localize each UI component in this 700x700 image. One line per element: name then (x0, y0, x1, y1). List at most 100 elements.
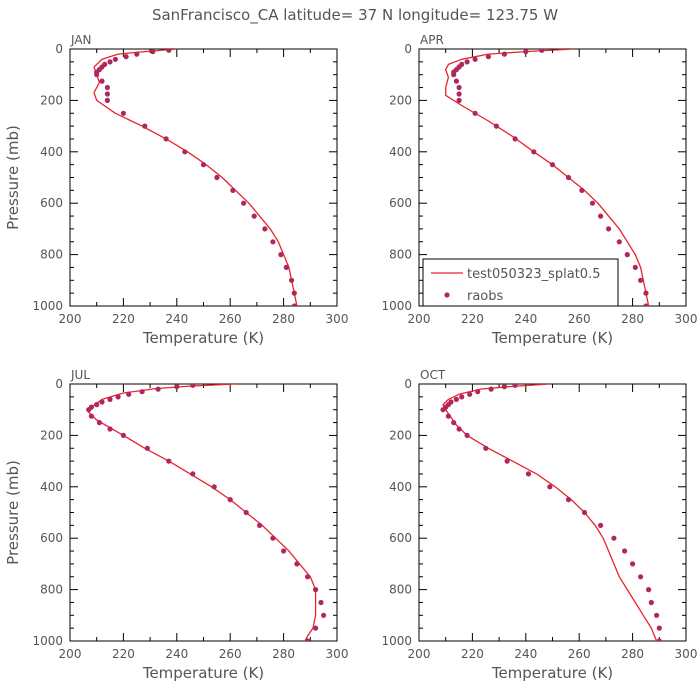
raobs-point (531, 149, 537, 155)
x-tick-label: 300 (326, 647, 349, 661)
raobs-point (456, 97, 462, 103)
raobs-point (656, 625, 662, 631)
y-tick-label: 1000 (32, 634, 63, 648)
raobs-point (501, 51, 507, 57)
legend-model-label: test050323_splat0.5 (467, 267, 600, 282)
raobs-point (646, 587, 652, 593)
x-tick-label: 300 (675, 312, 698, 326)
x-tick-label: 200 (408, 647, 431, 661)
raobs-point (190, 471, 196, 477)
raobs-point (606, 226, 612, 232)
x-tick-label: 300 (675, 647, 698, 661)
raobs-point (539, 49, 545, 53)
raobs-point (313, 625, 319, 631)
plot-frame (418, 383, 687, 642)
raobs-point (163, 136, 169, 142)
panel-label: APR (420, 33, 444, 47)
raobs-point (200, 162, 207, 168)
raobs-point (120, 110, 126, 116)
raobs-point (616, 239, 622, 245)
raobs-point (134, 51, 140, 57)
raobs-point (257, 522, 263, 529)
raobs-point (648, 599, 654, 606)
raobs-point (547, 484, 553, 490)
x-tick-label: 220 (112, 647, 135, 661)
raobs-point (512, 384, 518, 388)
model-line (93, 49, 298, 306)
legend-box (422, 258, 619, 307)
raobs-point (321, 612, 327, 618)
raobs-point (190, 384, 196, 388)
raobs-point (475, 389, 481, 395)
raobs-point (440, 407, 446, 413)
raobs-point (283, 264, 289, 270)
model-line (88, 384, 317, 641)
y-tick-label: 200 (389, 428, 412, 442)
raobs-point (305, 574, 311, 580)
raobs-point (94, 72, 100, 78)
raobs-point (291, 290, 297, 296)
y-tick-label: 0 (404, 42, 412, 56)
x-tick-label: 200 (408, 312, 431, 326)
raobs-point (451, 72, 457, 78)
x-axis-label: Temperature (K) (491, 664, 613, 682)
x-tick-label: 300 (326, 312, 349, 326)
raobs-point (638, 277, 644, 283)
raobs-point (622, 548, 628, 554)
raobs-point (581, 509, 588, 516)
raobs-point (86, 407, 92, 413)
raobs-point (211, 484, 217, 490)
raobs-point (99, 399, 105, 405)
raobs-point (523, 49, 529, 55)
raobs-point (230, 187, 236, 193)
x-axis-label: Temperature (K) (142, 664, 264, 682)
raobs-point (166, 458, 172, 464)
raobs-point (504, 458, 510, 464)
x-tick-label: 240 (514, 647, 537, 661)
raobs-point (278, 252, 284, 258)
raobs-point (313, 587, 319, 593)
raobs-point (166, 49, 172, 53)
raobs-point (104, 91, 110, 97)
raobs-point (123, 54, 129, 60)
raobs-point (493, 123, 499, 129)
raobs-point (107, 426, 113, 432)
x-tick-label: 260 (219, 312, 242, 326)
x-tick-label: 220 (461, 312, 484, 326)
raobs-point (638, 574, 644, 580)
raobs-point (270, 239, 276, 245)
plot-frame (69, 383, 338, 642)
raobs-point (142, 123, 148, 129)
panel-label: JUL (70, 368, 90, 382)
y-tick-label: 600 (389, 196, 412, 210)
x-tick-label: 260 (568, 312, 591, 326)
raobs-point (589, 200, 596, 206)
y-tick-label: 200 (389, 93, 412, 107)
raobs-point (472, 110, 478, 116)
raobs-point (464, 432, 470, 438)
y-tick-label: 600 (389, 531, 412, 545)
raobs-point (318, 599, 324, 606)
y-tick-label: 0 (55, 42, 63, 56)
raobs-point (94, 402, 100, 408)
raobs-point (241, 200, 247, 206)
y-tick-label: 800 (389, 583, 412, 597)
y-tick-label: 800 (389, 248, 412, 262)
y-tick-label: 1000 (32, 299, 63, 313)
raobs-point (485, 54, 491, 60)
x-tick-label: 220 (112, 312, 135, 326)
y-tick-label: 0 (55, 377, 63, 391)
y-tick-label: 400 (389, 480, 412, 494)
panel-label: OCT (420, 368, 446, 382)
y-tick-label: 400 (40, 145, 63, 159)
raobs-point (598, 213, 604, 219)
x-tick-label: 280 (621, 647, 644, 661)
raobs-point (598, 522, 604, 529)
raobs-point (150, 49, 156, 55)
raobs-point (451, 420, 457, 426)
raobs-point (456, 91, 462, 97)
y-tick-label: 0 (404, 377, 412, 391)
raobs-point (214, 174, 220, 181)
raobs-point (120, 432, 126, 438)
raobs-point (630, 561, 636, 567)
